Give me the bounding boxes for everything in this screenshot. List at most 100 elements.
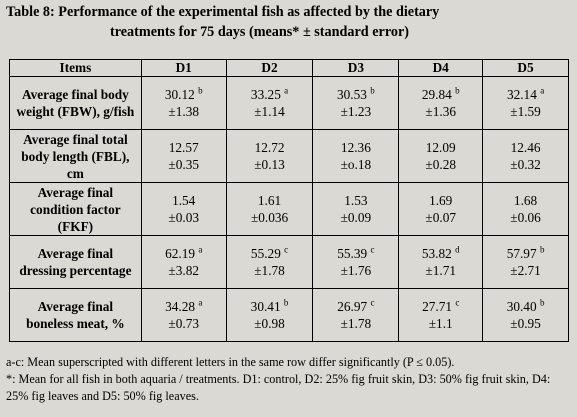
- table-footnotes: a-c: Mean superscripted with different l…: [6, 354, 572, 405]
- cell-standard-error: ±2.71: [510, 263, 541, 278]
- cell-standard-error: ±0.95: [510, 316, 541, 331]
- cell-standard-error: ±0.09: [340, 210, 372, 225]
- mean-value: 30.41: [250, 299, 281, 314]
- mean-value: 1.69: [429, 193, 453, 208]
- cell-standard-error: ±1.71: [425, 263, 456, 278]
- row-item-label: Average final boneless meat, %: [9, 288, 142, 342]
- header-items: Items: [9, 59, 142, 77]
- row-item-label: Average final total body length (FBL), c…: [9, 129, 142, 183]
- table-cell-d4: 27.71 c ±1.1: [398, 288, 484, 342]
- mean-value: 57.97: [506, 246, 537, 261]
- mean-value: 1.53: [344, 193, 368, 208]
- performance-table: Items D1 D2 D3 D4 D5 Average final body …: [9, 59, 569, 342]
- row-item-label: Average final condition factor (FKF): [9, 182, 142, 236]
- header-d2: D2: [225, 59, 314, 77]
- mean-value: 12.46: [510, 140, 541, 155]
- significance-superscript: b: [539, 297, 545, 308]
- significance-superscript: c: [370, 297, 375, 308]
- cell-standard-error: ±1.1: [428, 316, 453, 331]
- significance-superscript: b: [198, 85, 203, 96]
- cell-mean: 55.39 c: [313, 245, 398, 262]
- mean-value: 30.12: [164, 87, 195, 102]
- table-caption: Table 8: Performance of the experimental…: [6, 2, 572, 42]
- table-row: Average final body weight (FBW), g/fish 3…: [9, 76, 569, 130]
- header-d5: D5: [482, 59, 569, 77]
- mean-value: 53.82: [421, 246, 452, 261]
- mean-value: 34.28: [165, 299, 195, 314]
- caption-line-2: treatments for 75 days (means* ± standar…: [110, 24, 409, 40]
- cell-standard-error: ±0.036: [250, 210, 289, 225]
- cell-standard-error: ±0.07: [425, 210, 456, 225]
- mean-value: 12.72: [254, 140, 285, 155]
- cell-standard-error: ±0.35: [168, 157, 199, 172]
- cell-standard-error: ±1.36: [425, 104, 456, 119]
- cell-mean: 1.61: [227, 192, 313, 209]
- table-cell-d1: 62.19 a ±3.82: [140, 235, 227, 289]
- table-cell-d1: 12.57 ±0.35: [140, 129, 227, 183]
- table-row: Average final total body length (FBL), c…: [9, 129, 569, 183]
- mean-value: 27.71: [422, 299, 452, 314]
- cell-standard-error: ±0.13: [254, 157, 285, 172]
- header-d4: D4: [398, 59, 484, 77]
- significance-superscript: a: [198, 297, 203, 308]
- cell-standard-error: ±0.28: [425, 157, 456, 172]
- significance-superscript: b: [370, 85, 375, 96]
- cell-mean: 12.36: [313, 139, 398, 156]
- cell-mean: 53.82 d: [399, 245, 482, 262]
- significance-superscript: c: [370, 244, 375, 255]
- cell-mean: 57.97 b: [483, 245, 568, 262]
- mean-value: 1.54: [172, 193, 196, 208]
- table-cell-d3: 12.36 ±o.18: [312, 129, 400, 183]
- mean-value: 26.97: [337, 299, 368, 314]
- table-cell-d1: 34.28 a ±0.73: [140, 288, 227, 342]
- cell-mean: 26.97 c: [313, 298, 398, 315]
- row-item-label: Average final dressing percentage: [9, 235, 142, 289]
- table-cell-d5: 1.68 ±0.06: [482, 182, 569, 236]
- cell-mean: 12.57: [142, 139, 226, 156]
- caption-line-1: Table 8: Performance of the experimental…: [6, 4, 440, 20]
- mean-value: 32.14: [506, 87, 537, 102]
- table-cell-d5: 12.46 ±0.32: [482, 129, 569, 183]
- table-cell-d1: 30.12 b ±1.38: [140, 76, 227, 130]
- cell-mean: 30.12 b: [142, 86, 226, 103]
- table-cell-d5: 57.97 b ±2.71: [482, 235, 569, 289]
- mean-value: 29.84: [421, 87, 452, 102]
- cell-mean: 1.68: [483, 192, 568, 209]
- cell-standard-error: ±1.14: [254, 104, 285, 119]
- cell-standard-error: ±1.38: [168, 104, 199, 119]
- cell-standard-error: ±1.23: [340, 104, 372, 119]
- footnote-treatments: *: Mean for all fish in both aquaria / t…: [6, 372, 551, 403]
- cell-mean: 12.09: [399, 139, 482, 156]
- cell-standard-error: ±0.73: [168, 316, 199, 331]
- mean-value: 55.29: [250, 246, 281, 261]
- cell-mean: 1.54: [142, 192, 226, 209]
- table-cell-d3: 26.97 c ±1.78: [312, 288, 400, 342]
- significance-superscript: a: [198, 244, 203, 255]
- cell-standard-error: ±1.78: [254, 263, 285, 278]
- table-cell-d2: 30.41 b ±0.98: [225, 288, 314, 342]
- mean-value: 33.25: [250, 87, 281, 102]
- cell-mean: 32.14 a: [483, 86, 568, 103]
- cell-mean: 1.69: [399, 192, 482, 209]
- cell-mean: 33.25 a: [227, 86, 313, 103]
- cell-mean: 12.46: [483, 139, 568, 156]
- cell-standard-error: ±0.98: [254, 316, 285, 331]
- cell-mean: 30.40 b: [483, 298, 568, 315]
- header-d3: D3: [312, 59, 400, 77]
- cell-standard-error: ±3.82: [168, 263, 199, 278]
- cell-mean: 27.71 c: [399, 298, 482, 315]
- table-cell-d5: 32.14 a ±1.59: [482, 76, 569, 130]
- cell-standard-error: ±1.78: [340, 316, 372, 331]
- table-cell-d2: 12.72 ±0.13: [225, 129, 314, 183]
- header-d1: D1: [140, 59, 227, 77]
- mean-value: 1.61: [257, 193, 282, 208]
- mean-value: 30.40: [506, 299, 537, 314]
- cell-mean: 29.84 b: [399, 86, 482, 103]
- table-cell-d5: 30.40 b ±0.95: [482, 288, 569, 342]
- table-cell-d4: 12.09 ±0.28: [398, 129, 484, 183]
- cell-mean: 55.29 c: [227, 245, 313, 262]
- table-cell-d3: 1.53 ±0.09: [312, 182, 400, 236]
- mean-value: 12.09: [425, 140, 456, 155]
- table-cell-d1: 1.54 ±0.03: [140, 182, 227, 236]
- significance-superscript: a: [284, 85, 289, 96]
